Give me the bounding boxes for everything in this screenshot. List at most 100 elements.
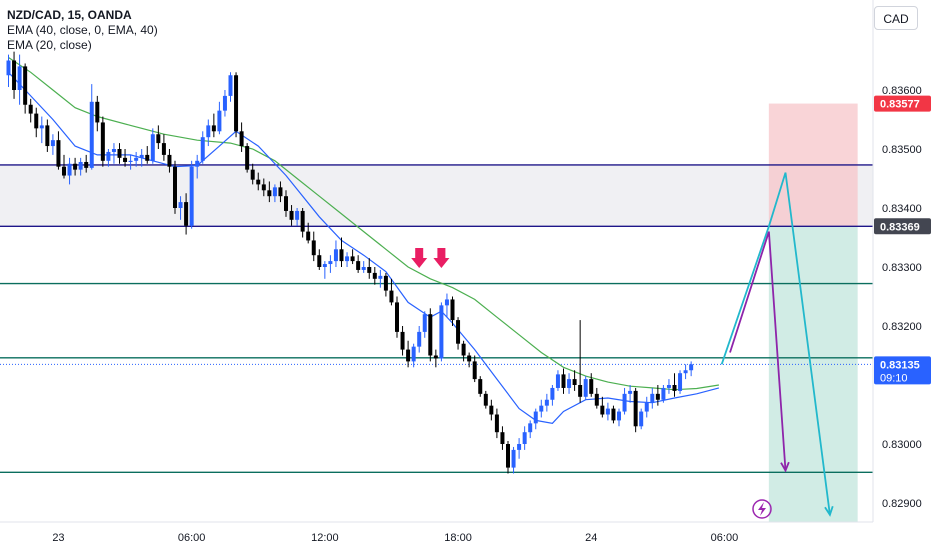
candle <box>678 373 683 391</box>
candle <box>267 190 272 197</box>
candle <box>506 444 510 468</box>
candle <box>100 122 105 161</box>
candle <box>395 302 399 332</box>
candle <box>650 393 655 403</box>
resistance-zone <box>0 164 873 227</box>
x-tick-label: 06:00 <box>178 532 206 544</box>
candle <box>444 299 449 306</box>
x-tick-label: 24 <box>585 532 597 544</box>
candle <box>489 405 494 415</box>
candle <box>45 125 50 147</box>
candle <box>322 264 327 267</box>
candle <box>555 374 560 388</box>
candle <box>433 355 438 359</box>
symbol-label[interactable]: NZD/CAD, 15, OANDA <box>7 8 132 22</box>
candle <box>605 408 610 415</box>
ema40-label[interactable]: EMA (40, close, 0, EMA, 40) <box>7 23 158 37</box>
currency-button[interactable]: CAD <box>874 6 918 30</box>
candle <box>539 405 544 412</box>
candle <box>211 125 216 132</box>
candle <box>611 408 616 421</box>
candle <box>411 346 416 362</box>
candle <box>533 411 538 424</box>
down-arrow-marker <box>411 247 428 268</box>
candle <box>383 275 388 291</box>
candle <box>234 75 239 132</box>
y-tick-label: 0.83500 <box>882 144 922 156</box>
candle <box>522 432 527 444</box>
candle <box>300 210 305 232</box>
candle <box>256 179 261 185</box>
candle <box>350 256 355 262</box>
candle <box>450 299 455 321</box>
candle <box>689 364 694 371</box>
candle <box>428 314 433 356</box>
candle <box>289 210 294 220</box>
candle <box>284 196 288 211</box>
candle <box>572 379 577 385</box>
price-label: 0.83577 <box>880 99 920 111</box>
ema20-label[interactable]: EMA (20, close) <box>7 38 92 52</box>
candle <box>500 432 505 444</box>
candle <box>661 387 666 400</box>
projection-line-1 <box>729 231 787 471</box>
candle <box>117 149 122 158</box>
candle <box>544 399 549 406</box>
candle <box>422 314 427 332</box>
candle <box>456 320 461 344</box>
candle <box>67 163 72 176</box>
candle <box>261 184 266 191</box>
candle <box>439 305 444 359</box>
candle <box>478 379 483 394</box>
candle <box>167 154 172 167</box>
lightning-glyph <box>758 502 766 516</box>
y-tick-label: 0.83200 <box>882 321 922 333</box>
candle <box>311 240 316 256</box>
candle <box>239 131 244 147</box>
price-label-box <box>874 95 931 112</box>
candle <box>250 169 255 180</box>
candle <box>400 331 405 350</box>
ema40-line <box>8 57 719 391</box>
take-profit-zone <box>768 226 858 523</box>
candle <box>150 134 155 161</box>
candle <box>483 393 488 406</box>
candle <box>567 379 572 388</box>
candle <box>306 231 311 241</box>
candle <box>583 379 588 397</box>
candle <box>139 154 144 158</box>
candle <box>361 267 366 270</box>
candle <box>178 202 183 208</box>
candle <box>12 60 17 90</box>
lightning-icon[interactable] <box>752 499 772 519</box>
candle <box>511 449 516 468</box>
candle <box>111 149 116 152</box>
candle <box>672 385 677 391</box>
candle <box>628 390 633 394</box>
candle <box>23 66 28 105</box>
candle <box>134 157 139 161</box>
candle <box>128 160 133 162</box>
legend: NZD/CAD, 15, OANDA EMA (40, close, 0, EM… <box>7 8 158 53</box>
candle <box>372 272 377 279</box>
candle <box>62 166 66 176</box>
candle <box>339 249 344 262</box>
candle <box>328 261 333 265</box>
price-label: 0.83135 <box>880 359 920 371</box>
candle <box>222 95 227 111</box>
candle <box>78 161 83 170</box>
candle <box>317 255 322 267</box>
candle <box>161 143 166 155</box>
candle <box>200 137 205 161</box>
price-label: 0.83369 <box>880 221 920 233</box>
candle <box>666 385 671 388</box>
price-label-time: 09:10 <box>880 372 908 384</box>
projection-arrowhead-0 <box>824 505 834 517</box>
x-tick-label: 12:00 <box>311 532 339 544</box>
projection-arrowhead-1 <box>780 461 790 473</box>
candle <box>106 151 111 161</box>
candle <box>6 60 11 76</box>
candle <box>639 411 644 427</box>
